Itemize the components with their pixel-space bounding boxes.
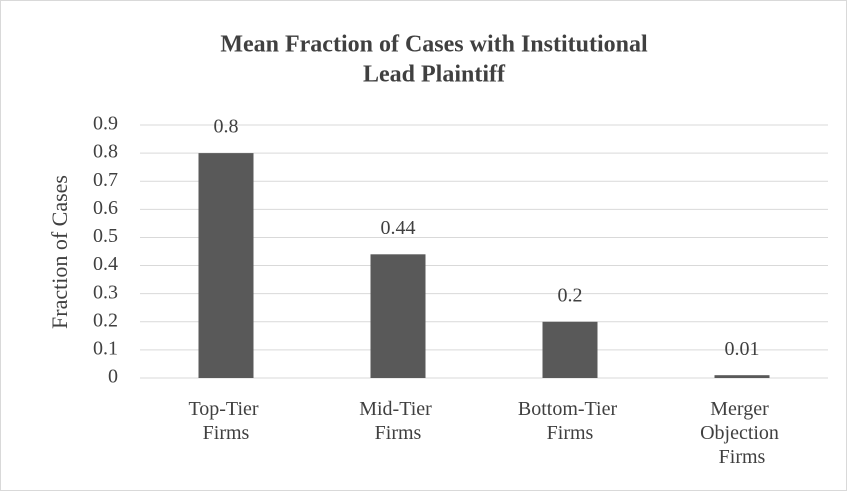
bar — [542, 321, 598, 378]
y-tick-label: 0.4 — [93, 253, 118, 275]
y-tick-label: 0.3 — [93, 281, 118, 303]
x-tick-label: Mid-Tier Firms — [359, 398, 437, 444]
data-label: 0.2 — [558, 284, 583, 306]
y-tick-label: 0.9 — [93, 113, 118, 135]
data-label: 0.01 — [725, 338, 760, 360]
y-tick-label: 0.6 — [93, 197, 118, 219]
x-tick-label: Bottom-Tier Firms — [518, 398, 622, 444]
chart-title: Lead Plaintiff — [363, 62, 506, 88]
data-label: 0.44 — [381, 217, 416, 239]
y-tick-label: 0.1 — [93, 337, 118, 359]
y-tick-label: 0.8 — [93, 141, 118, 163]
chart-title: Mean Fraction of Cases with Institutiona… — [220, 32, 648, 58]
bar — [370, 254, 426, 378]
y-tick-label: 0.5 — [93, 225, 118, 247]
data-label: 0.8 — [214, 116, 239, 138]
x-tick-label: Top-Tier Firms — [188, 398, 263, 444]
y-tick-label: 0.7 — [93, 169, 118, 191]
bar — [198, 153, 254, 378]
y-tick-label: 0 — [108, 366, 118, 388]
y-tick-label: 0.2 — [93, 309, 118, 331]
x-tick-label: Merger Objection Firms — [700, 398, 784, 468]
y-axis-label: Fraction of Cases — [47, 175, 72, 329]
bar — [714, 375, 770, 378]
